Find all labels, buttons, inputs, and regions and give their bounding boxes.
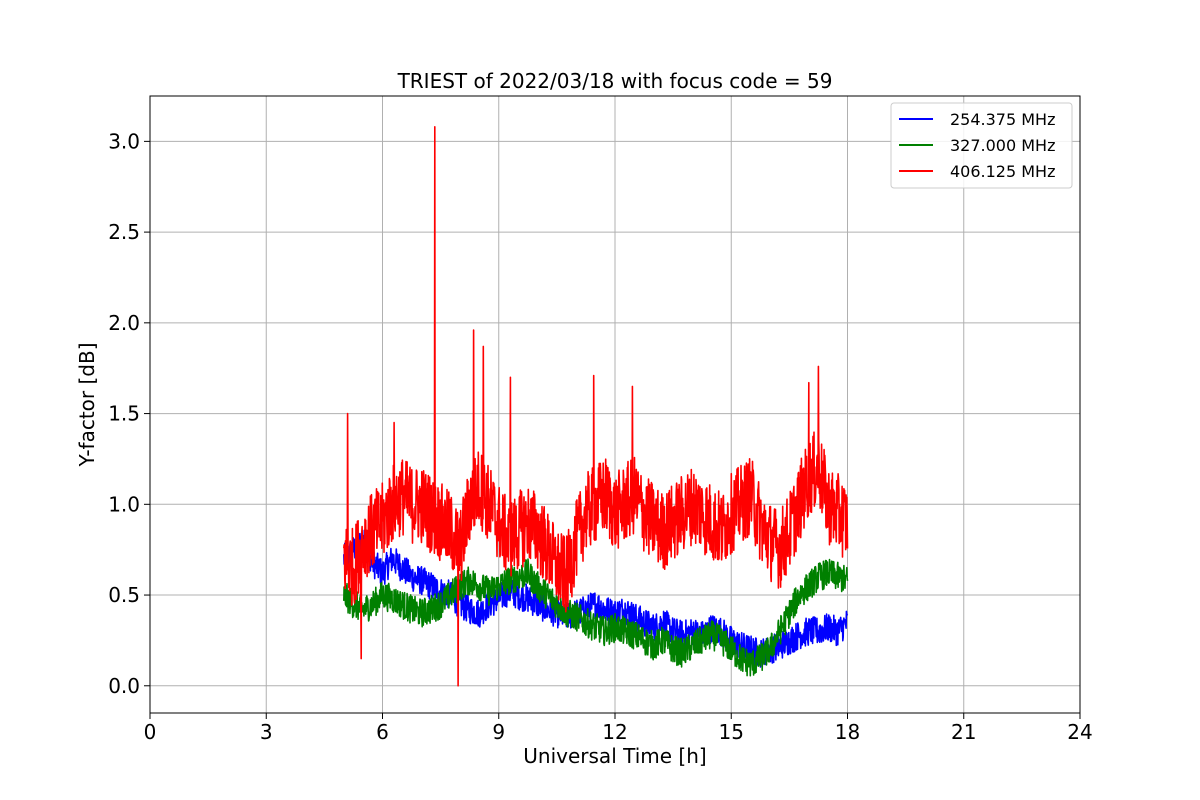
x-tick-label: 3 [260, 720, 273, 744]
x-tick-label: 12 [602, 720, 627, 744]
y-tick-label: 2.5 [108, 220, 140, 244]
legend: 254.375 MHz 327.000 MHz 406.125 MHz [890, 102, 1073, 189]
x-tick-label: 6 [376, 720, 389, 744]
x-tick-label: 15 [719, 720, 744, 744]
x-tick-label: 24 [1067, 720, 1092, 744]
ticks: 0 3 6 9 12 15 18 21 24 0.0 0.5 1.0 1.5 2.0 2.5 3.0 [108, 129, 1093, 744]
series-line-2 [343, 126, 849, 687]
series-layer [343, 126, 849, 687]
y-tick-label: 1.0 [108, 492, 140, 516]
legend-label-0: 254.375 MHz [950, 110, 1055, 129]
x-tick-label: 9 [492, 720, 505, 744]
grid [149, 96, 1081, 713]
chart-title: TRIEST of 2022/03/18 with focus code = 5… [397, 69, 833, 93]
legend-label-2: 406.125 MHz [950, 162, 1055, 181]
y-axis-label: Y-factor [dB] [75, 342, 99, 467]
x-axis-label: Universal Time [h] [523, 744, 706, 768]
series-line-1 [343, 558, 849, 677]
legend-box [890, 102, 1073, 189]
y-tick-label: 2.0 [108, 311, 140, 335]
y-tick-label: 0.0 [108, 674, 140, 698]
y-tick-label: 3.0 [108, 129, 140, 153]
legend-label-1: 327.000 MHz [950, 136, 1055, 155]
y-tick-label: 0.5 [108, 583, 140, 607]
x-tick-label: 21 [951, 720, 976, 744]
x-tick-label: 0 [144, 720, 157, 744]
x-tick-label: 18 [835, 720, 860, 744]
y-tick-label: 1.5 [108, 402, 140, 426]
